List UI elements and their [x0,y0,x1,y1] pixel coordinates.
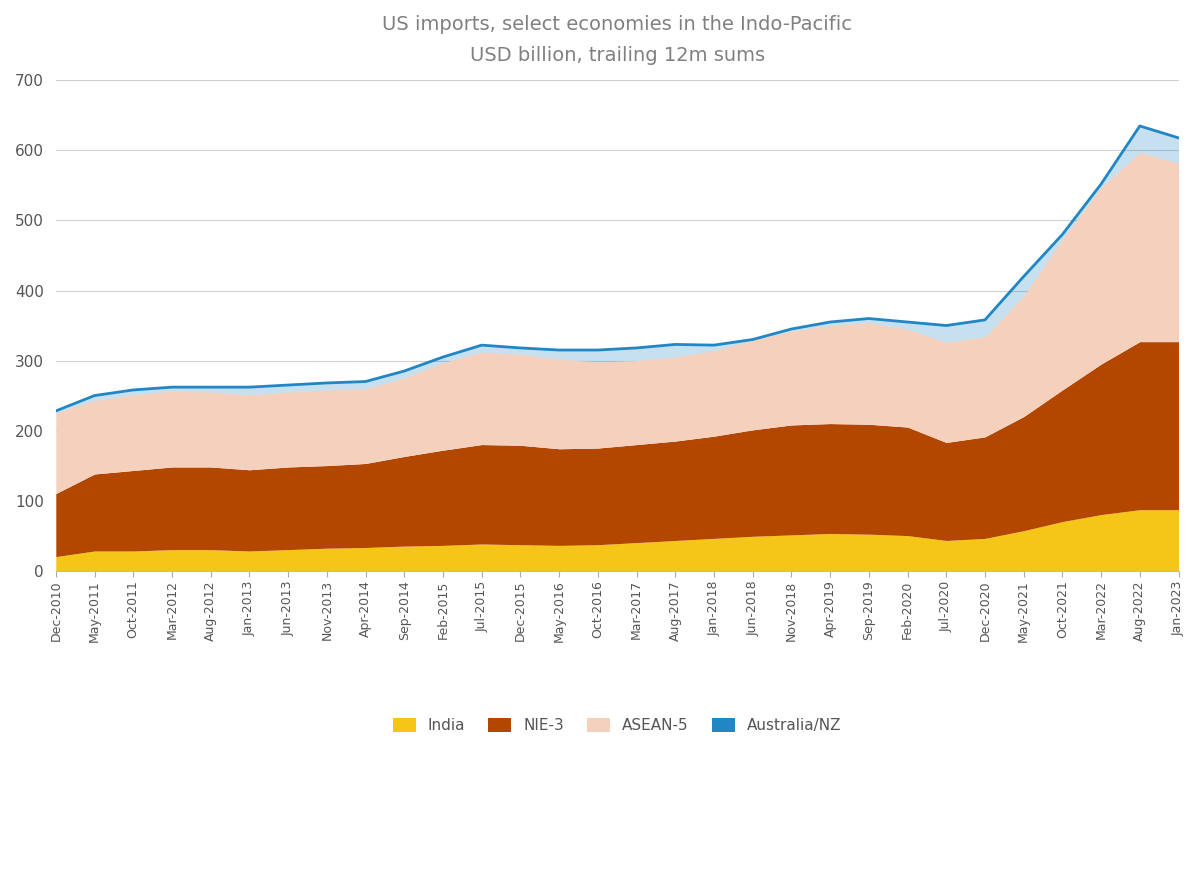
Title: US imports, select economies in the Indo-Pacific
USD billion, trailing 12m sums: US imports, select economies in the Indo… [382,15,852,65]
Legend: India, NIE-3, ASEAN-5, Australia/NZ: India, NIE-3, ASEAN-5, Australia/NZ [386,712,847,739]
